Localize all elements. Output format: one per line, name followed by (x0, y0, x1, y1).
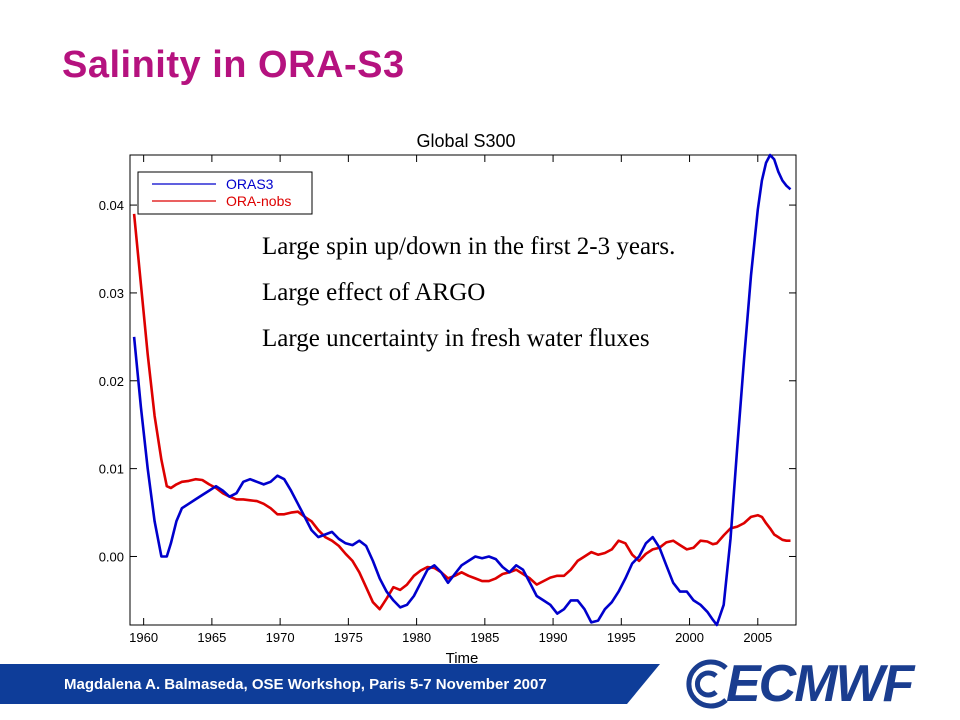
y-tick-label: 0.03 (99, 286, 124, 301)
ecmwf-logo-text: ECMWF (726, 655, 914, 713)
x-axis: 1960 1965 1970 1975 1980 1985 1990 1995 2000 2005 (129, 155, 772, 645)
x-tick-label: 1960 (129, 630, 158, 645)
y-tick-label: 0.00 (99, 549, 124, 564)
footer-text: Magdalena A. Balmaseda, OSE Workshop, Pa… (64, 676, 547, 693)
legend-box (137, 171, 313, 215)
slide-title: Salinity in ORA-S3 (62, 44, 405, 86)
y-tick-label: 0.04 (99, 198, 124, 213)
x-tick-label: 1980 (402, 630, 431, 645)
x-tick-label: 2005 (743, 630, 772, 645)
x-tick-label: 1990 (539, 630, 568, 645)
series-layer (132, 153, 792, 627)
x-tick-label: 1970 (266, 630, 295, 645)
legend-label-ora-nobs: ORA-nobs (226, 193, 291, 209)
legend: ORAS3 ORA-nobs (137, 171, 313, 215)
notes-box: Large spin up/down in the first 2-3 year… (262, 230, 702, 368)
series-line-ora-nobs (132, 213, 791, 611)
y-tick-label: 0.02 (99, 374, 124, 389)
legend-label-oras3: ORAS3 (226, 176, 274, 192)
footer-bar (0, 664, 660, 704)
x-tick-label: 1995 (607, 630, 636, 645)
ecmwf-logo-icon (686, 659, 728, 709)
note-1: Large spin up/down in the first 2-3 year… (262, 233, 676, 260)
note-2: Large effect of ARGO (262, 279, 486, 306)
x-tick-label: 1975 (334, 630, 363, 645)
x-axis-label: Time (446, 650, 479, 667)
x-tick-label: 1985 (470, 630, 499, 645)
y-axis: 0.00 0.01 0.02 0.03 0.04 (99, 198, 796, 564)
chart-title: Global S300 (416, 131, 515, 151)
plot-frame (129, 154, 797, 626)
y-tick-label: 0.01 (99, 462, 124, 477)
series-line-oras3 (132, 153, 792, 627)
x-tick-label: 1965 (197, 630, 226, 645)
x-tick-label: 2000 (675, 630, 704, 645)
ecmwf-logo: ECMWF (676, 655, 946, 713)
note-3: Large uncertainty in fresh water fluxes (262, 325, 650, 352)
